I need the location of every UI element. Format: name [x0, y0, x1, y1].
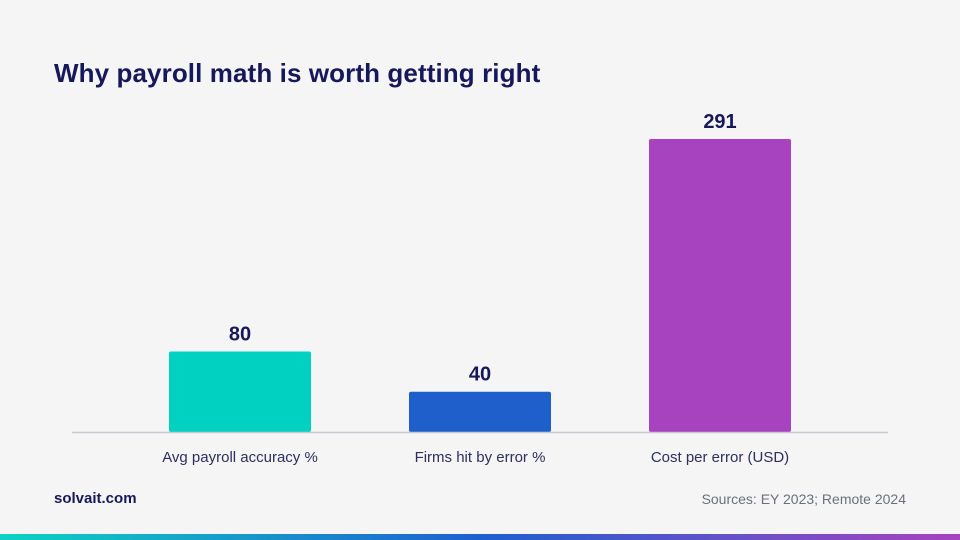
bar-2	[409, 391, 551, 432]
data-label-2: 40	[469, 364, 491, 386]
bars-group	[169, 139, 791, 432]
category-label-1: Avg payroll accuracy %	[162, 449, 318, 466]
category-label-2: Firms hit by error %	[415, 449, 546, 466]
brand-label: solvait.com	[54, 490, 137, 507]
labels-group: 80 Avg payroll accuracy % 40 Firms hit by e…	[162, 111, 789, 466]
data-label-1: 80	[229, 323, 251, 345]
data-label-3: 291	[703, 111, 736, 133]
chart-title: Why payroll math is worth getting right	[54, 58, 541, 88]
sources-note: Sources: EY 2023; Remote 2024	[701, 491, 906, 507]
bottom-gradient-stripe	[0, 534, 960, 540]
bar-1	[169, 351, 311, 432]
category-label-3: Cost per error (USD)	[651, 449, 789, 466]
bar-3	[649, 139, 791, 432]
